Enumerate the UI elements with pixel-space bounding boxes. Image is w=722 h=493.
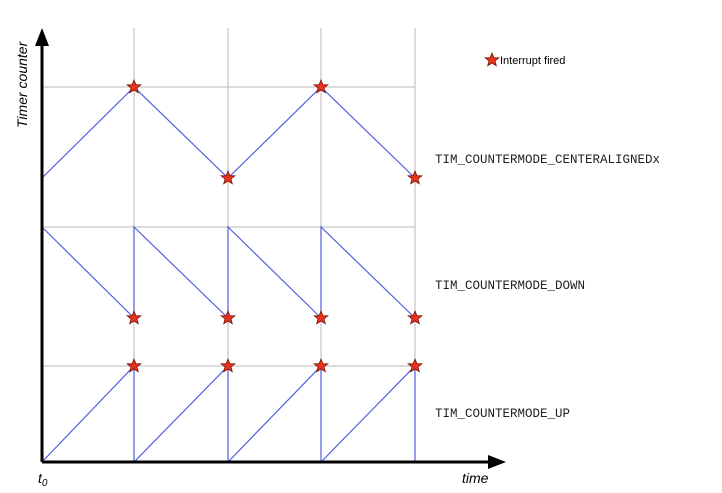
legend-label: Interrupt fired <box>500 55 565 67</box>
y-axis <box>35 28 49 462</box>
origin-label-subscript: 0 <box>42 478 48 489</box>
y-axis-label: Timer counter <box>14 40 30 128</box>
legend: Interrupt fired <box>484 52 565 67</box>
legend-star-icon <box>484 52 500 67</box>
mode-label-down: TIM_COUNTERMODE_DOWN <box>435 279 585 293</box>
mode-label-up: TIM_COUNTERMODE_UP <box>435 407 570 421</box>
x-axis-label: time <box>462 470 489 486</box>
mode-label-center-aligned: TIM_COUNTERMODE_CENTERALIGNEDx <box>435 153 660 167</box>
origin-label-main: t <box>38 470 43 486</box>
vertical-grid-lines <box>133 28 416 462</box>
origin-label: t0 <box>38 470 48 489</box>
interrupt-markers-up <box>126 358 423 373</box>
interrupt-markers-down <box>126 310 423 325</box>
down-counting-waveform <box>41 225 416 320</box>
up-counting-waveform <box>41 364 416 464</box>
x-axis <box>42 455 506 469</box>
